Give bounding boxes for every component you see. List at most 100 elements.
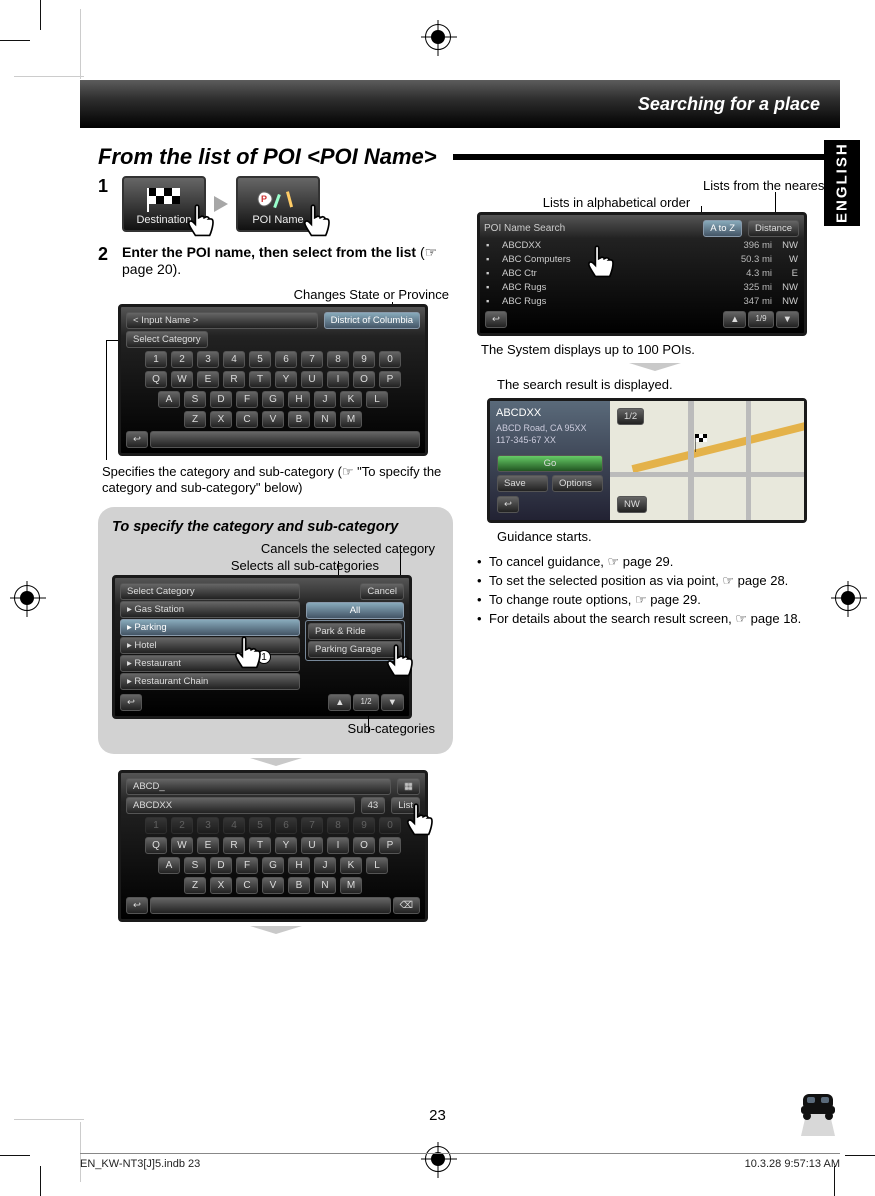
subcategory-item[interactable]: Parking Garage — [308, 641, 402, 658]
keyboard-key[interactable]: Q — [145, 371, 167, 388]
scroll-up[interactable]: ▲ — [723, 311, 746, 328]
poi-list-row[interactable]: ▪ABC Computers50.3 miW — [484, 252, 800, 266]
keyboard-key[interactable]: U — [301, 371, 323, 388]
keyboard-key[interactable]: O — [353, 837, 375, 854]
all-button[interactable]: All — [306, 602, 404, 619]
keyboard-key[interactable]: R — [223, 837, 245, 854]
options-button[interactable]: Options — [552, 475, 603, 492]
keyboard-key[interactable]: S — [184, 391, 206, 408]
keyboard-key[interactable]: Y — [275, 371, 297, 388]
category-item[interactable]: ▸ Gas Station — [120, 601, 300, 618]
keyboard-key[interactable]: 0 — [379, 817, 401, 834]
keyboard-key[interactable]: 3 — [197, 351, 219, 368]
keyboard-key[interactable]: A — [158, 857, 180, 874]
keyboard-key[interactable]: F — [236, 391, 258, 408]
del-key[interactable]: ⌫ — [393, 897, 420, 914]
poi-list-row[interactable]: ▪ABC Rugs347 miNW — [484, 294, 800, 308]
keyboard-key[interactable]: 6 — [275, 351, 297, 368]
keyboard-key[interactable]: B — [288, 877, 310, 894]
keyboard-key[interactable]: P — [379, 837, 401, 854]
go-button[interactable]: Go — [497, 455, 603, 472]
select-category-button[interactable]: Select Category — [126, 331, 208, 348]
keyboard-key[interactable]: T — [249, 371, 271, 388]
keyboard-key[interactable]: I — [327, 371, 349, 388]
poi-name-button[interactable]: P POI Name — [236, 176, 320, 232]
keyboard-key[interactable]: C — [236, 877, 258, 894]
scroll-up[interactable]: ▲ — [328, 694, 351, 711]
keyboard-key[interactable]: 9 — [353, 817, 375, 834]
poi-list-row[interactable]: ▪ABC Rugs325 miNW — [484, 280, 800, 294]
space-key[interactable] — [150, 431, 420, 448]
input-text[interactable]: ABCD_ — [126, 778, 391, 795]
keyboard-key[interactable]: 4 — [223, 351, 245, 368]
category-item[interactable]: ▸ Parking — [120, 619, 300, 636]
keyboard-key[interactable]: V — [262, 877, 284, 894]
keyboard-key[interactable]: Y — [275, 837, 297, 854]
keyboard-key[interactable]: H — [288, 391, 310, 408]
keyboard-key[interactable]: F — [236, 857, 258, 874]
keyboard-key[interactable]: D — [210, 391, 232, 408]
keyboard-key[interactable]: C — [236, 411, 258, 428]
category-item[interactable]: ▸ Restaurant Chain — [120, 673, 300, 690]
keyboard-key[interactable]: A — [158, 391, 180, 408]
mode-icon[interactable]: ▦ — [397, 778, 420, 795]
keyboard-key[interactable]: U — [301, 837, 323, 854]
category-item[interactable]: ▸ Hotel — [120, 637, 300, 654]
keyboard-key[interactable]: H — [288, 857, 310, 874]
keyboard-key[interactable]: E — [197, 371, 219, 388]
keyboard-key[interactable]: W — [171, 371, 193, 388]
cancel-button[interactable]: Cancel — [360, 583, 404, 600]
back-button[interactable]: ↩ — [120, 694, 142, 711]
keyboard-key[interactable]: E — [197, 837, 219, 854]
keyboard-key[interactable]: P — [379, 371, 401, 388]
keyboard-key[interactable]: 2 — [171, 351, 193, 368]
input-name-field[interactable]: < Input Name > — [126, 312, 318, 329]
back-button[interactable]: ↩ — [126, 431, 148, 448]
keyboard-key[interactable]: S — [184, 857, 206, 874]
keyboard-key[interactable]: O — [353, 371, 375, 388]
keyboard-key[interactable]: L — [366, 391, 388, 408]
poi-list-row[interactable]: ▪ABC Ctr4.3 miE — [484, 266, 800, 280]
keyboard-key[interactable]: W — [171, 837, 193, 854]
keyboard-key[interactable]: N — [314, 877, 336, 894]
back-button[interactable]: ↩ — [126, 897, 148, 914]
zoom-indicator[interactable]: 1/2 — [617, 408, 644, 425]
destination-button[interactable]: Destination — [122, 176, 206, 232]
save-button[interactable]: Save — [497, 475, 548, 492]
category-item[interactable]: ▸ Restaurant — [120, 655, 300, 672]
keyboard-key[interactable]: 5 — [249, 817, 271, 834]
keyboard-key[interactable]: L — [366, 857, 388, 874]
keyboard-key[interactable]: 8 — [327, 351, 349, 368]
poi-list-row[interactable]: ▪ABCDXX396 miNW — [484, 238, 800, 252]
keyboard-key[interactable]: G — [262, 391, 284, 408]
state-button[interactable]: District of Columbia — [324, 312, 420, 329]
keyboard-key[interactable]: M — [340, 411, 362, 428]
keyboard-key[interactable]: K — [340, 857, 362, 874]
keyboard-key[interactable]: M — [340, 877, 362, 894]
keyboard-key[interactable]: X — [210, 411, 232, 428]
keyboard-key[interactable]: 1 — [145, 351, 167, 368]
keyboard-key[interactable]: I — [327, 837, 349, 854]
keyboard-key[interactable]: 3 — [197, 817, 219, 834]
keyboard-key[interactable]: Z — [184, 411, 206, 428]
keyboard-key[interactable]: N — [314, 411, 336, 428]
keyboard-key[interactable]: R — [223, 371, 245, 388]
keyboard-key[interactable]: J — [314, 391, 336, 408]
keyboard-key[interactable]: B — [288, 411, 310, 428]
keyboard-key[interactable]: G — [262, 857, 284, 874]
scroll-down[interactable]: ▼ — [776, 311, 799, 328]
keyboard-key[interactable]: 9 — [353, 351, 375, 368]
keyboard-key[interactable]: 8 — [327, 817, 349, 834]
keyboard-key[interactable]: 0 — [379, 351, 401, 368]
scroll-down[interactable]: ▼ — [381, 694, 404, 711]
back-button[interactable]: ↩ — [497, 496, 519, 513]
keyboard-key[interactable]: X — [210, 877, 232, 894]
keyboard-key[interactable]: Q — [145, 837, 167, 854]
keyboard-key[interactable]: T — [249, 837, 271, 854]
back-button[interactable]: ↩ — [485, 311, 507, 328]
keyboard-key[interactable]: 2 — [171, 817, 193, 834]
keyboard-key[interactable]: D — [210, 857, 232, 874]
keyboard-key[interactable]: K — [340, 391, 362, 408]
keyboard-key[interactable]: 5 — [249, 351, 271, 368]
distance-button[interactable]: Distance — [748, 220, 799, 237]
